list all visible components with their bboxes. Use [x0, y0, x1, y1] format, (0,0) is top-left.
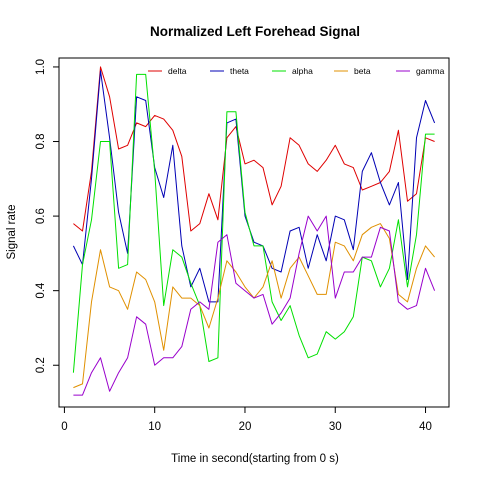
x-axis: 0 10 20 30 40 — [61, 407, 432, 433]
plot-frame — [58, 57, 450, 408]
y-tick-label: 0.2 — [35, 357, 47, 373]
y-axis: 0.2 0.4 0.6 0.8 1.0 — [35, 59, 59, 373]
legend-item-alpha: alpha — [272, 66, 313, 76]
series-line-delta — [73, 66, 435, 232]
series-line-theta — [72, 70, 436, 303]
series-line-gamma — [73, 215, 436, 396]
y-tick-label: 0.6 — [35, 208, 47, 224]
chart-title: Normalized Left Forehead Signal — [150, 24, 360, 39]
x-tick-label: 0 — [61, 421, 67, 433]
y-tick-label: 1.0 — [35, 59, 47, 75]
legend-label: theta — [230, 66, 249, 76]
legend: delta theta alpha beta gamma — [148, 66, 445, 76]
x-axis-label: Time in second(starting from 0 s) — [171, 453, 339, 465]
legend-item-delta: delta — [148, 66, 187, 76]
legend-label: delta — [168, 66, 187, 76]
legend-label: alpha — [292, 66, 313, 76]
series-line-alpha — [72, 73, 435, 373]
x-tick-label: 40 — [419, 421, 432, 433]
legend-item-gamma: gamma — [396, 66, 445, 76]
y-tick-label: 0.4 — [35, 282, 47, 299]
legend-item-theta: theta — [210, 66, 249, 76]
legend-item-beta: beta — [334, 66, 371, 76]
x-tick-label: 30 — [329, 421, 342, 433]
x-tick-label: 20 — [239, 421, 252, 433]
x-tick-label: 10 — [148, 421, 161, 433]
legend-label: beta — [354, 66, 371, 76]
y-tick-label: 0.8 — [35, 134, 47, 150]
legend-label: gamma — [416, 66, 445, 76]
series-group — [72, 66, 436, 396]
y-axis-label: Signal rate — [6, 205, 18, 260]
